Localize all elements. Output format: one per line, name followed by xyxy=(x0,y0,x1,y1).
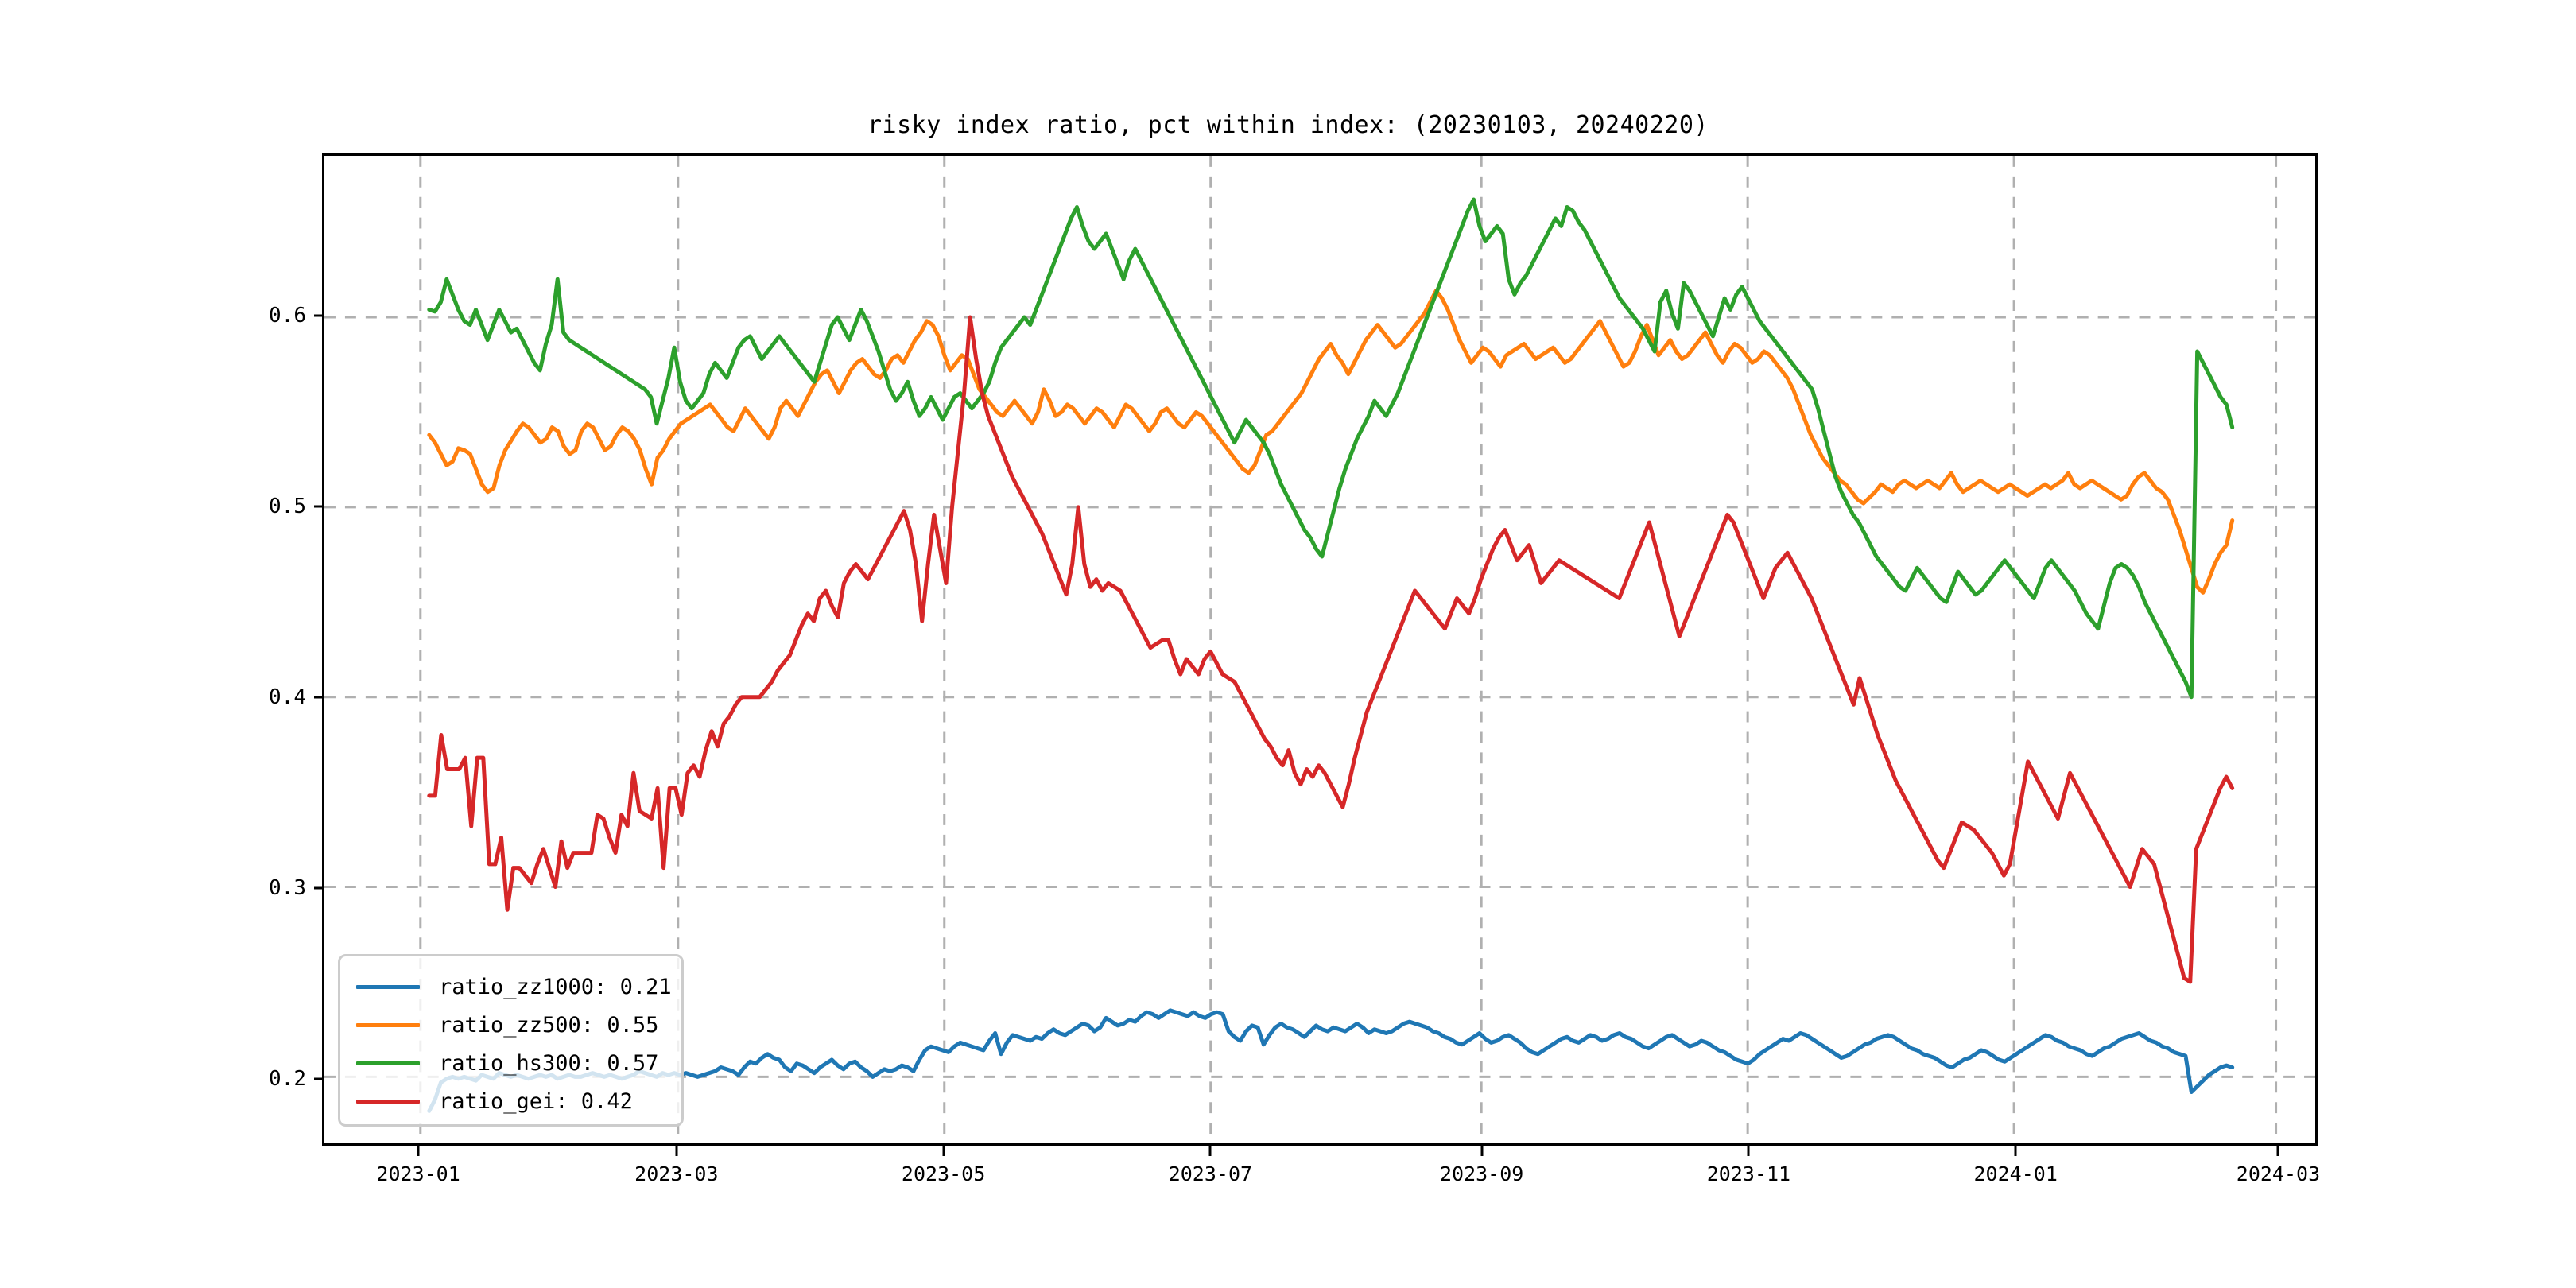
x-tick-label: 2023-03 xyxy=(634,1162,719,1185)
chart-title: risky index ratio, pct within index: (20… xyxy=(867,111,1709,139)
x-tick-mark xyxy=(1747,1146,1750,1156)
legend-item-ratio_gei[interactable]: ratio_gei: 0.42 xyxy=(340,1082,681,1120)
x-tick-mark xyxy=(1208,1146,1212,1156)
line-ratio_hs300 xyxy=(427,197,2235,700)
x-tick-mark xyxy=(2014,1146,2017,1156)
y-tick-mark xyxy=(314,886,324,890)
y-tick-label: 0.4 xyxy=(269,685,306,709)
legend-color-swatch xyxy=(356,984,420,989)
y-tick-label: 0.2 xyxy=(269,1067,306,1091)
legend-label: ratio_hs300: 0.57 xyxy=(439,1050,659,1076)
x-tick-mark xyxy=(675,1146,678,1156)
legend-label: ratio_gei: 0.42 xyxy=(439,1088,633,1114)
x-tick-label: 2023-07 xyxy=(1168,1162,1253,1185)
x-tick-label: 2024-03 xyxy=(2236,1162,2321,1185)
legend-label: ratio_zz1000: 0.21 xyxy=(439,974,672,999)
x-tick-label: 2024-01 xyxy=(1973,1162,2058,1185)
y-tick-mark xyxy=(314,696,324,699)
line-ratio_zz1000 xyxy=(427,1008,2235,1113)
x-tick-mark xyxy=(2276,1146,2279,1156)
line-ratio_gei xyxy=(427,315,2235,984)
y-tick-label: 0.6 xyxy=(269,304,306,328)
x-tick-mark xyxy=(942,1146,945,1156)
x-tick-mark xyxy=(417,1146,420,1156)
chart-legend: ratio_zz1000: 0.21 ratio_zz500: 0.55 ratio… xyxy=(338,954,684,1127)
y-tick-mark xyxy=(314,505,324,508)
y-axis-tick-labels: 0.2 0.3 0.4 0.5 0.6 xyxy=(203,0,306,1288)
legend-item-ratio_zz1000[interactable]: ratio_zz1000: 0.21 xyxy=(340,968,681,1006)
legend-color-swatch xyxy=(356,1061,420,1065)
legend-item-ratio_zz500[interactable]: ratio_zz500: 0.55 xyxy=(340,1006,681,1044)
y-tick-label: 0.5 xyxy=(269,495,306,518)
legend-label: ratio_zz500: 0.55 xyxy=(439,1012,659,1038)
x-tick-label: 2023-05 xyxy=(901,1162,986,1185)
y-tick-mark xyxy=(314,314,324,317)
x-tick-label: 2023-01 xyxy=(376,1162,460,1185)
legend-color-swatch xyxy=(356,1022,420,1027)
line-ratio_zz500 xyxy=(427,289,2235,595)
x-tick-mark xyxy=(1480,1146,1484,1156)
y-tick-mark xyxy=(314,1077,324,1080)
legend-item-ratio_hs300[interactable]: ratio_hs300: 0.57 xyxy=(340,1044,681,1082)
y-tick-label: 0.3 xyxy=(269,876,306,900)
x-tick-label: 2023-09 xyxy=(1439,1162,1524,1185)
legend-color-swatch xyxy=(356,1099,420,1104)
x-tick-label: 2023-11 xyxy=(1706,1162,1791,1185)
